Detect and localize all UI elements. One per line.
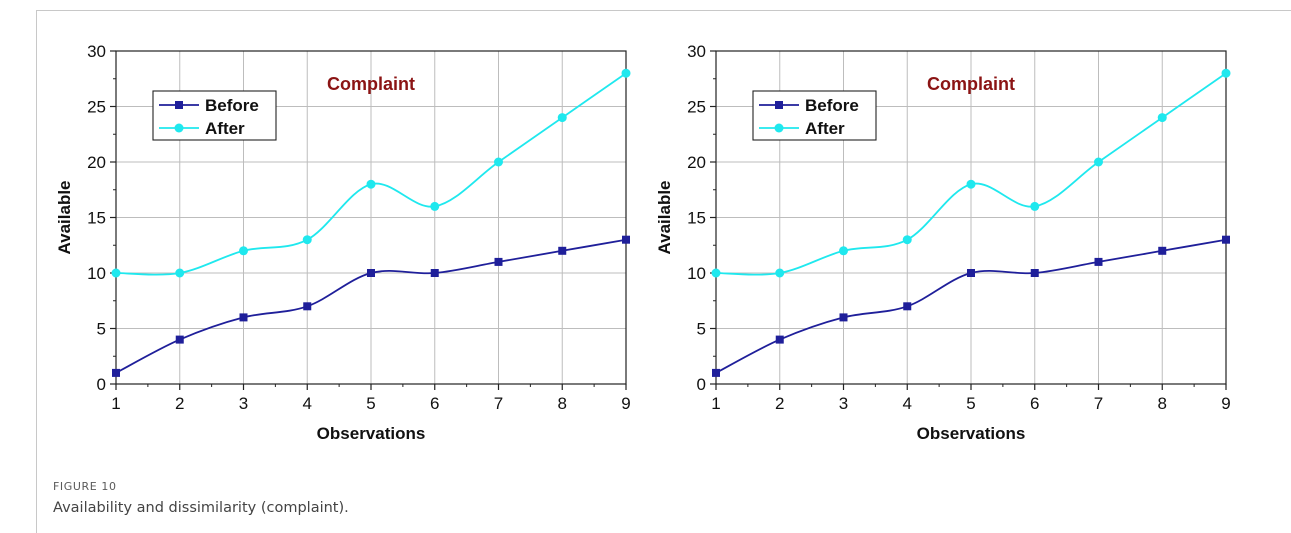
y-tick-label: 15 [687,209,706,228]
series-after [111,68,631,278]
data-point [621,68,631,78]
y-tick-label: 5 [697,320,706,339]
x-axis-label: Observations [317,424,426,443]
y-axis-label: Available [655,180,674,254]
data-point [1094,157,1103,167]
figure-label: FIGURE 10 [53,480,117,493]
x-tick-label: 8 [558,394,567,413]
x-axis-label: Observations [917,424,1026,443]
data-point [775,335,784,344]
data-point [239,313,248,322]
line-chart-right: 0 5 10 15 20 25 30 1 2 3 4 5 6 7 8 9 Observations Availab… [655,42,1231,443]
x-tick-label: 4 [303,394,312,413]
data-point [494,257,503,266]
x-tick-label: 7 [494,394,503,413]
x-tick-label: 7 [1094,394,1103,413]
chart-title: Complaint [927,74,1015,94]
data-point [367,269,375,277]
data-point [303,302,312,311]
data-point [111,268,121,278]
data-point [1094,257,1103,266]
legend-label: Before [805,96,859,115]
grid [115,50,627,385]
x-tick-label: 5 [966,394,975,413]
series-before [112,235,630,377]
figure-frame-left [36,10,37,533]
data-point [366,179,376,189]
figure-caption: Availability and dissimilarity (complain… [53,500,349,516]
y-tick-label: 20 [87,153,106,172]
y-tick-label: 20 [687,153,706,172]
legend: Before After [152,90,277,141]
data-point [839,246,848,256]
x-tick-label: 9 [621,394,630,413]
data-point [1157,113,1167,123]
data-point [775,268,785,278]
x-tick-label: 6 [430,394,439,413]
data-point [1221,68,1231,78]
y-tick-label: 0 [697,375,706,394]
x-tick-label: 1 [711,394,720,413]
y-tick-label: 5 [97,320,106,339]
line-chart-left: 0 5 10 15 20 25 30 1 2 3 4 5 6 7 8 9 Observations Availab… [55,42,631,443]
data-point [622,235,630,244]
data-point [239,246,248,256]
data-point [112,368,120,377]
data-point [175,268,185,278]
y-tick-label: 25 [87,98,106,117]
chart-title: Complaint [327,74,415,94]
data-point [430,201,440,211]
legend-label: After [205,119,245,138]
x-tick-label: 3 [839,394,848,413]
x-tick-label: 6 [1030,394,1039,413]
y-tick-label: 10 [87,264,106,283]
series-after [711,68,1231,278]
y-tick-label: 0 [97,375,106,394]
data-point [966,179,976,189]
data-point [1030,269,1039,277]
x-tick-label: 4 [903,394,912,413]
legend-swatch-marker [174,123,184,133]
data-point [494,157,503,167]
data-point [175,335,184,344]
data-point [1030,201,1040,211]
series-before [712,235,1230,377]
legend: Before After [752,90,877,141]
data-point [902,235,912,245]
x-tick-label: 2 [175,394,184,413]
legend-swatch-marker [175,101,183,109]
x-tick-label: 1 [111,394,120,413]
data-point [302,235,312,245]
x-tick-label: 8 [1158,394,1167,413]
legend-label: After [805,119,845,138]
y-tick-label: 30 [687,42,706,61]
data-point [1222,235,1230,244]
x-tick-label: 3 [239,394,248,413]
data-point [711,268,721,278]
data-point [839,313,848,322]
figure-frame-top [36,10,1291,11]
y-tick-label: 30 [87,42,106,61]
y-tick-label: 10 [687,264,706,283]
x-tick-label: 9 [1221,394,1230,413]
data-point [558,246,567,255]
x-tick-label: 5 [366,394,375,413]
data-point [712,368,720,377]
legend-box [152,90,277,141]
y-tick-label: 15 [87,209,106,228]
data-point [967,269,975,277]
data-point [430,269,439,277]
y-axis-label: Available [55,180,74,254]
y-tick-label: 25 [687,98,706,117]
legend-swatch-marker [774,123,784,133]
data-point [557,113,567,123]
x-tick-label: 2 [775,394,784,413]
legend-swatch-marker [775,101,783,109]
data-point [1158,246,1167,255]
legend-label: Before [205,96,259,115]
legend-box [752,90,877,141]
data-point [903,302,912,311]
